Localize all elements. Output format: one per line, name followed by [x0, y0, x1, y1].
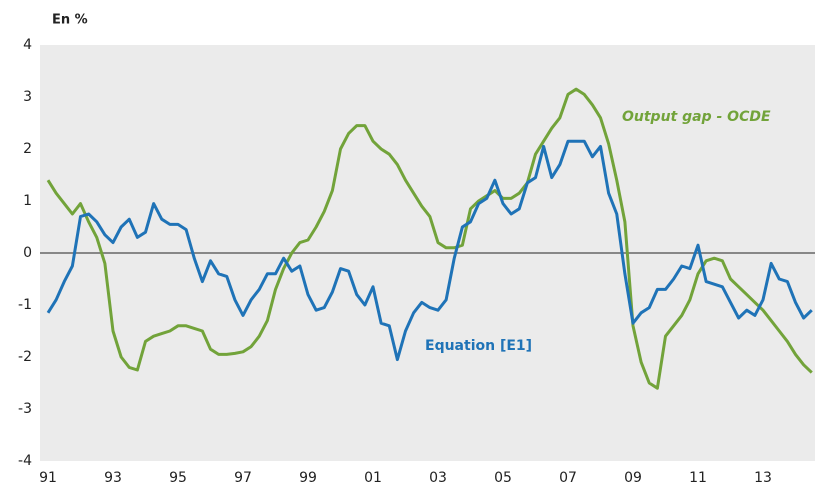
x-tick-label: 05: [494, 470, 512, 486]
x-tick-label: 91: [39, 470, 57, 486]
y-tick-label: 3: [23, 89, 32, 105]
series-line: [46, 87, 813, 390]
series-line: [46, 139, 813, 362]
y-tick-label: 4: [23, 37, 32, 53]
series-label: Output gap - OCDE: [622, 109, 771, 125]
y-tick-label: -1: [18, 297, 32, 313]
x-tick-label: 99: [299, 470, 317, 486]
y-tick-label: 2: [23, 141, 32, 157]
y-tick-label: -3: [18, 401, 32, 417]
x-tick-label: 95: [169, 470, 187, 486]
y-tick-label: -2: [18, 349, 32, 365]
x-tick-label: 11: [689, 470, 707, 486]
x-tick-label: 03: [429, 470, 447, 486]
y-tick-label: 1: [23, 193, 32, 209]
y-axis-label: En %: [52, 13, 88, 28]
y-tick-label: -4: [18, 453, 32, 469]
y-tick-label: 0: [23, 245, 32, 261]
x-tick-label: 01: [364, 470, 382, 486]
x-tick-label: 09: [624, 470, 642, 486]
x-tick-label: 13: [754, 470, 772, 486]
x-tick-label: 07: [559, 470, 577, 486]
series-label: Equation [E1]: [425, 338, 532, 354]
x-tick-label: 97: [234, 470, 252, 486]
x-tick-label: 93: [104, 470, 122, 486]
